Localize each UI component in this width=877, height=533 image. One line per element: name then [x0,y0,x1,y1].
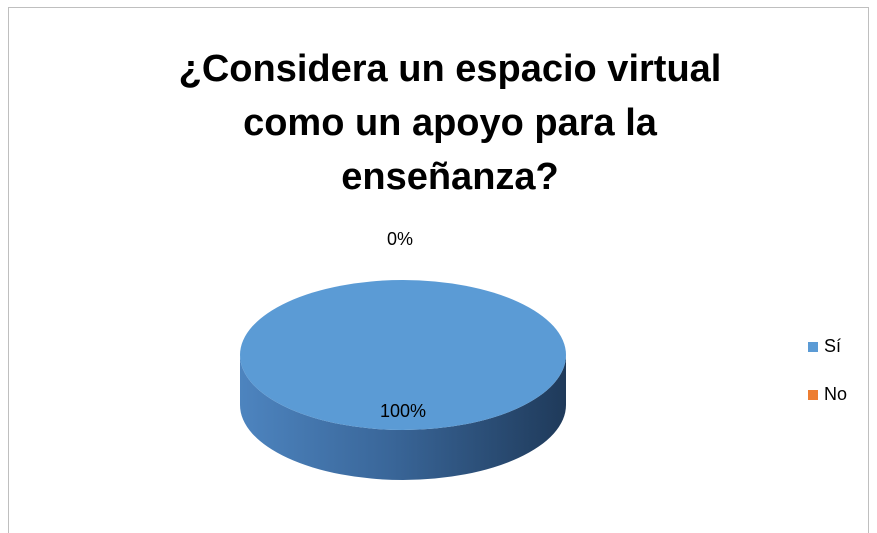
pie-slice-side [240,355,566,480]
legend-swatch [808,390,818,400]
pie-slice [240,280,566,430]
legend-label: No [824,384,847,404]
data-label: 0% [387,229,413,249]
chart-title: ¿Considera un espacio virtual como un ap… [178,48,722,198]
legend-label: Sí [824,336,841,356]
data-label: 100% [380,401,426,421]
legend: Sí No [808,336,847,404]
legend-swatch [808,342,818,352]
chart-frame [8,7,869,533]
pie: 100% 0% [240,229,566,480]
